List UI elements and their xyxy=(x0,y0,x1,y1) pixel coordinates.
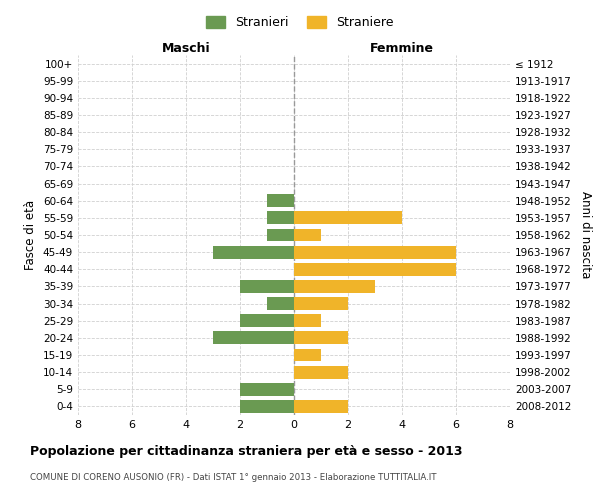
Bar xyxy=(213,246,294,258)
Text: Popolazione per cittadinanza straniera per età e sesso - 2013: Popolazione per cittadinanza straniera p… xyxy=(30,445,463,458)
Bar xyxy=(240,314,294,327)
Bar xyxy=(294,314,321,327)
Bar xyxy=(294,212,402,224)
Text: COMUNE DI CORENO AUSONIO (FR) - Dati ISTAT 1° gennaio 2013 - Elaborazione TUTTIT: COMUNE DI CORENO AUSONIO (FR) - Dati IST… xyxy=(30,472,437,482)
Bar xyxy=(294,332,348,344)
Bar xyxy=(294,246,456,258)
Text: Femmine: Femmine xyxy=(370,42,434,55)
Bar xyxy=(294,280,375,293)
Bar xyxy=(213,332,294,344)
Bar xyxy=(294,366,348,378)
Y-axis label: Anni di nascita: Anni di nascita xyxy=(578,192,592,278)
Legend: Stranieri, Straniere: Stranieri, Straniere xyxy=(202,11,398,34)
Bar xyxy=(294,400,348,413)
Bar xyxy=(294,263,456,276)
Bar xyxy=(267,228,294,241)
Bar xyxy=(294,348,321,362)
Y-axis label: Fasce di età: Fasce di età xyxy=(25,200,37,270)
Text: Maschi: Maschi xyxy=(161,42,211,55)
Bar xyxy=(240,383,294,396)
Bar xyxy=(267,212,294,224)
Bar xyxy=(294,228,321,241)
Bar xyxy=(240,400,294,413)
Bar xyxy=(240,280,294,293)
Bar xyxy=(294,297,348,310)
Bar xyxy=(267,297,294,310)
Bar xyxy=(267,194,294,207)
